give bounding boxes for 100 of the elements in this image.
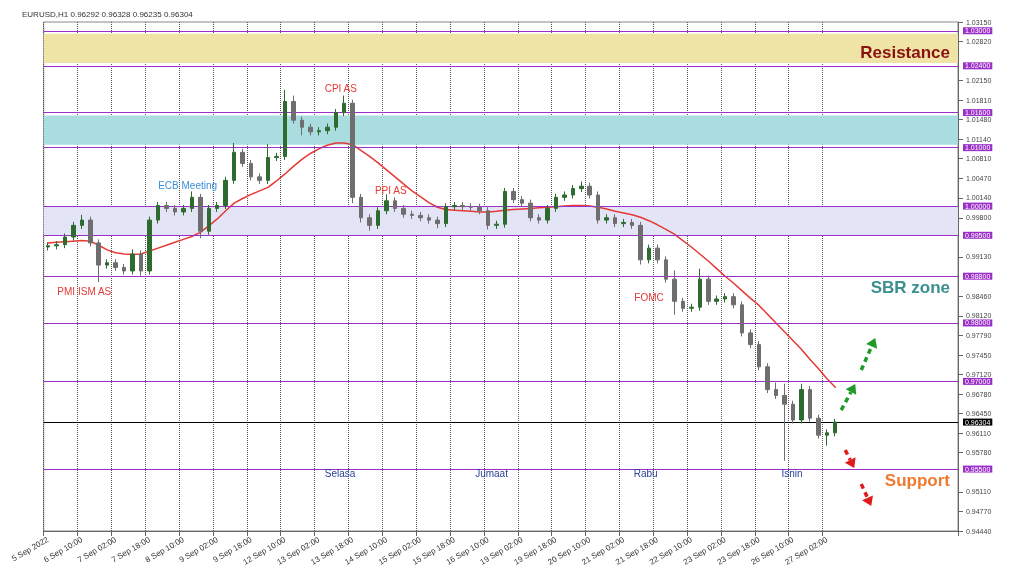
candlestick <box>655 244 660 264</box>
candlestick <box>672 269 677 316</box>
candlestick <box>291 95 296 125</box>
candlestick <box>638 221 643 266</box>
candlestick <box>621 218 626 228</box>
candlestick <box>444 202 448 228</box>
candlestick <box>799 383 804 424</box>
annotation: Jumaat <box>475 467 509 479</box>
candlestick <box>562 190 567 202</box>
candlestick <box>418 211 423 222</box>
candlestick <box>139 249 143 277</box>
candlestick <box>596 190 600 225</box>
candlestick <box>689 303 694 313</box>
candlestick <box>122 263 126 275</box>
candlestick <box>215 201 219 213</box>
candlestick <box>427 213 431 225</box>
candlestick <box>647 244 651 264</box>
annotation: PPI AS <box>374 184 407 196</box>
candlestick <box>511 187 516 204</box>
annotation: Selasa <box>324 467 356 479</box>
candlestick <box>384 193 389 215</box>
candlestick <box>308 123 313 136</box>
annotation: SBR zone <box>870 278 950 298</box>
candlestick <box>748 328 753 349</box>
candlestick <box>342 95 346 117</box>
candlestick <box>198 193 203 239</box>
candlestick <box>520 195 524 208</box>
annotation: ECB Meeting <box>158 180 218 192</box>
candlestick <box>46 241 50 251</box>
candlestick <box>765 362 770 394</box>
line-series <box>47 142 836 388</box>
candlestick <box>240 148 245 168</box>
candlestick <box>350 99 355 204</box>
candlestick <box>757 340 761 371</box>
candlestick <box>249 159 253 181</box>
candlestick <box>740 300 744 337</box>
candlestick <box>325 123 330 135</box>
candlestick <box>782 383 787 462</box>
candlestick <box>300 116 304 136</box>
candlestick <box>334 108 338 132</box>
candlestick <box>791 400 795 424</box>
candlestick <box>571 184 575 199</box>
annotation: FOMC <box>634 292 664 304</box>
candlestick <box>825 428 829 447</box>
candlestick <box>359 193 363 223</box>
candlestick <box>833 418 837 437</box>
candlestick <box>113 258 118 272</box>
candlestick <box>207 204 211 236</box>
candlestick <box>88 216 93 247</box>
candlestick <box>232 142 236 185</box>
candlestick <box>452 201 457 211</box>
candlestick <box>393 196 397 213</box>
candlestick <box>410 210 414 220</box>
candlestick <box>283 89 287 161</box>
candlestick <box>266 143 270 185</box>
candlestick <box>96 238 101 283</box>
candlestick <box>477 203 482 215</box>
annotation: CPI AS <box>324 83 358 95</box>
candlestick <box>63 233 67 249</box>
candlestick <box>71 221 76 242</box>
candlestick <box>469 202 473 212</box>
candlestick <box>664 255 668 284</box>
candlestick <box>808 385 812 423</box>
candlestick <box>156 201 160 225</box>
candlestick <box>173 204 177 216</box>
candlestick <box>460 201 465 211</box>
candlestick <box>579 181 584 193</box>
candlestick <box>435 216 440 229</box>
candlestick <box>190 190 194 213</box>
candlestick <box>130 248 135 275</box>
candlestick <box>528 199 533 222</box>
candlestick <box>723 292 727 304</box>
annotation: Resistance <box>860 43 950 63</box>
annotation: PMI ISM AS <box>57 285 112 297</box>
candlestick <box>630 218 634 230</box>
candlestick <box>147 216 152 275</box>
candlestick <box>731 292 736 309</box>
candlestick <box>537 213 541 225</box>
candlestick <box>223 176 228 210</box>
candlestick <box>105 258 109 270</box>
candlestick <box>80 214 84 230</box>
candlestick <box>181 204 186 216</box>
annotation: Support <box>884 470 951 490</box>
annotation: Rabu <box>633 467 658 479</box>
candlestick <box>317 126 321 136</box>
candlestick <box>774 382 778 400</box>
candlestick <box>604 213 609 225</box>
text: EURUSD,H1 0.96292 0.96328 0.96235 0.96304 <box>22 9 194 19</box>
candlestick <box>376 206 380 230</box>
candlestick <box>706 275 711 306</box>
candlestick <box>367 213 372 232</box>
candlestick <box>164 201 169 213</box>
candlestick <box>587 182 592 199</box>
annotation: Isnin <box>781 467 803 479</box>
candlestick <box>613 213 617 228</box>
candlestick <box>816 414 821 440</box>
candlestick <box>681 297 685 313</box>
candlestick <box>401 204 406 219</box>
candlestick <box>714 294 719 306</box>
candlestick <box>554 193 558 213</box>
